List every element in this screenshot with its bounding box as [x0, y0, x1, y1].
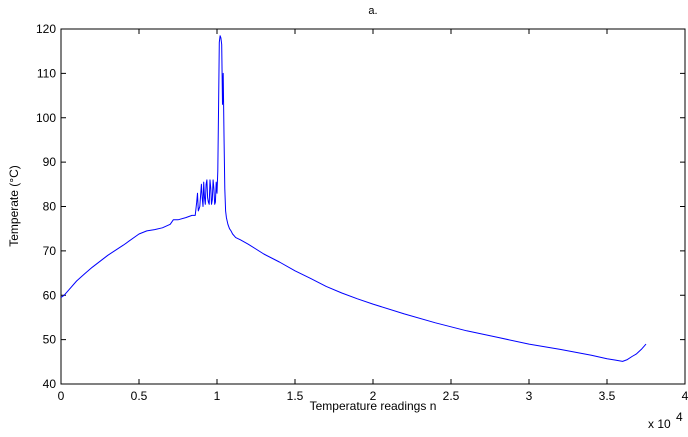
x-tick-label: 1	[214, 389, 221, 403]
x-tick-label: 0.5	[131, 389, 148, 403]
x-multiplier-exponent: 4	[676, 410, 683, 424]
x-tick-label: 3	[526, 389, 533, 403]
x-tick-label: 3.5	[599, 389, 616, 403]
y-tick-label: 60	[43, 288, 57, 302]
x-multiplier: x 10 4	[648, 410, 683, 431]
x-tick-label: 2	[370, 389, 377, 403]
y-axis-label: Temperate (°C)	[7, 165, 21, 247]
x-tick-label: 2.5	[443, 389, 460, 403]
series-layer	[60, 35, 647, 362]
chart-title: a.	[368, 5, 377, 17]
plot-frame	[60, 28, 686, 385]
x-axis-label: Temperature readings n	[310, 399, 437, 413]
y-tick-label: 110	[37, 66, 56, 80]
y-tick-label: 40	[43, 377, 57, 391]
x-tick-label: 4	[682, 389, 688, 403]
x-tick-label: 1.5	[287, 389, 304, 403]
y-tick-label: 50	[43, 333, 57, 347]
y-tick-label: 100	[36, 111, 56, 125]
ticks-layer: 0 0.5 1 1.5 2 2.5 3 3.5 4 40 50 60 70 80 90 100 110 120	[36, 22, 688, 403]
x-tick-label: 0	[58, 389, 65, 403]
y-tick-label: 90	[43, 155, 57, 169]
y-tick-label: 70	[43, 244, 57, 258]
series-line	[60, 35, 647, 362]
y-tick-label: 120	[36, 22, 56, 36]
y-tick-label: 80	[43, 200, 57, 214]
x-multiplier-base: x 10	[648, 417, 671, 431]
